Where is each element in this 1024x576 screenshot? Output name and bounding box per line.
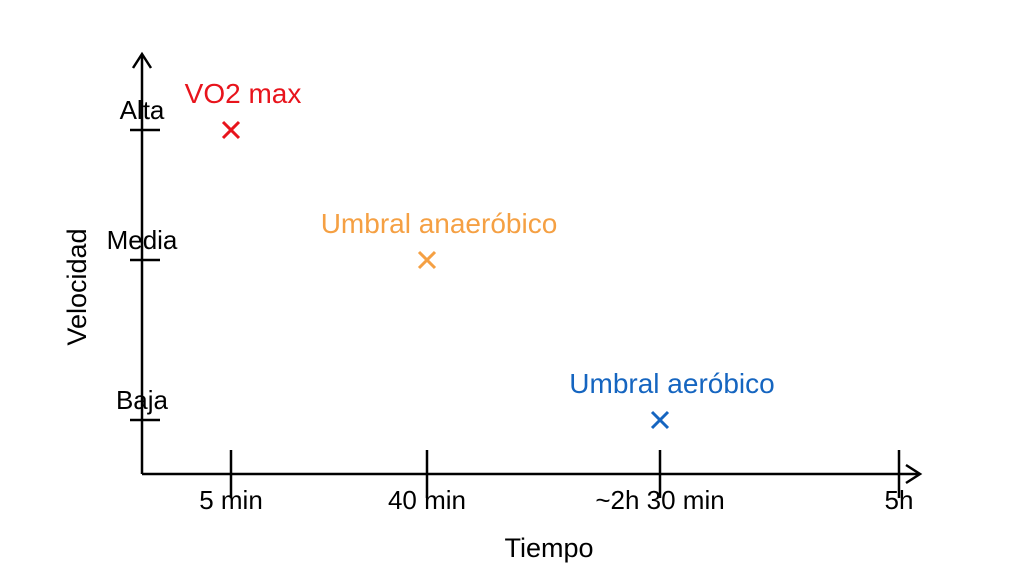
point-marker [221,120,241,140]
point-label: VO2 max [185,78,302,109]
y-tick-label: Baja [116,385,169,415]
point-marker [417,250,437,270]
data-points: VO2 max Umbral anaeróbico Umbral aeróbico [185,78,775,430]
x-tick-label: 40 min [388,485,466,515]
x-tick-label: ~2h 30 min [595,485,724,515]
x-ticks: 5 min 40 min ~2h 30 min 5h [199,450,913,515]
y-axis-label: Velocidad [62,228,92,345]
data-point: VO2 max [185,78,302,140]
y-tick-label: Media [107,225,178,255]
x-tick-label: 5 min [199,485,263,515]
x-axis-arrow [905,463,923,485]
point-label: Umbral anaeróbico [321,208,558,239]
y-ticks: Baja Media Alta [107,95,178,422]
y-tick-label: Alta [120,95,165,125]
point-label: Umbral aeróbico [569,368,774,399]
point-marker [650,410,670,430]
y-axis-arrow [131,51,153,69]
data-point: Umbral aeróbico [569,368,775,430]
data-point: Umbral anaeróbico [321,208,558,270]
x-axis-label: Tiempo [504,533,593,563]
x-tick-label: 5h [885,485,914,515]
